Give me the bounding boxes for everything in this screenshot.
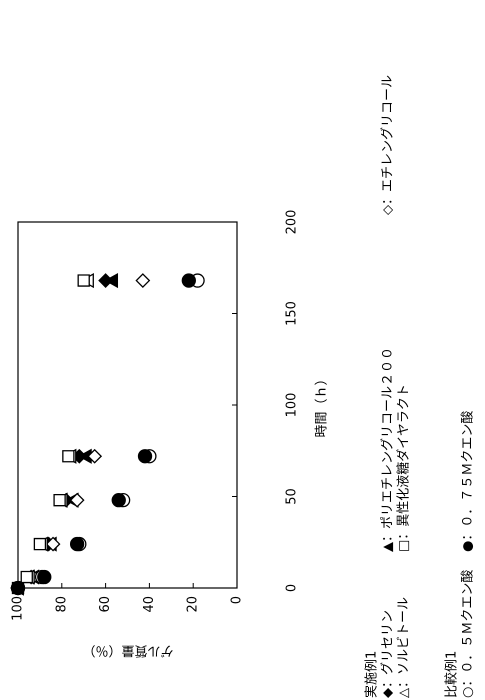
x-tick-label: 0 [285,584,300,592]
legend-entry: □：異性化液糖ダイヤラクト [396,384,412,552]
data-point [77,274,90,287]
data-point [69,536,85,552]
data-point [37,569,52,585]
y-axis-title: ゲル質量（％） [82,643,173,658]
data-point [62,450,75,463]
data-point [69,492,85,508]
legend-entry: ◆：グリセリン [381,610,396,698]
plot-frame [17,221,238,589]
legend-entry: ▲：ポリエチレングリコール２００ [381,347,396,552]
y-tick-label: 0 [230,596,245,604]
legend-entry: △：ソルビトール [397,597,412,698]
data-point [104,272,119,289]
y-tick-label: 80 [54,596,69,613]
data-point [53,493,66,507]
legend-entry: ●：０．７５Ｍクエン酸 [461,411,476,552]
x-tick-label: 100 [285,393,300,418]
data-point [137,449,153,464]
data-point [87,448,103,464]
x-tick-label: 200 [285,210,300,235]
data-point [33,537,47,551]
data-point [111,493,126,508]
y-tick-label: 20 [186,596,201,613]
data-point [181,273,196,288]
data-point [135,273,151,288]
x-tick-label: 50 [285,488,300,505]
y-tick-label: 60 [98,596,113,613]
x-tick-label: 150 [285,301,300,326]
legend-entry: ◇：エチレングリコール [381,75,396,215]
rotated-chart: 時間（ｈ） ゲル質量（％） 0 50 100 150 200 0 20 40 60 80 100 実施… [10,75,476,698]
legend-heading: 実施例1 [364,651,380,698]
x-axis-title: 時間（ｈ） [315,372,330,437]
data-point [20,570,33,584]
y-tick-label: 40 [142,596,157,613]
data-point [45,536,61,552]
legend-heading: 比較例1 [445,651,460,698]
legend-entry: ○：０．５Ｍクエン酸 [461,570,476,698]
data-point [10,580,26,596]
y-tick-label: 100 [11,596,26,621]
